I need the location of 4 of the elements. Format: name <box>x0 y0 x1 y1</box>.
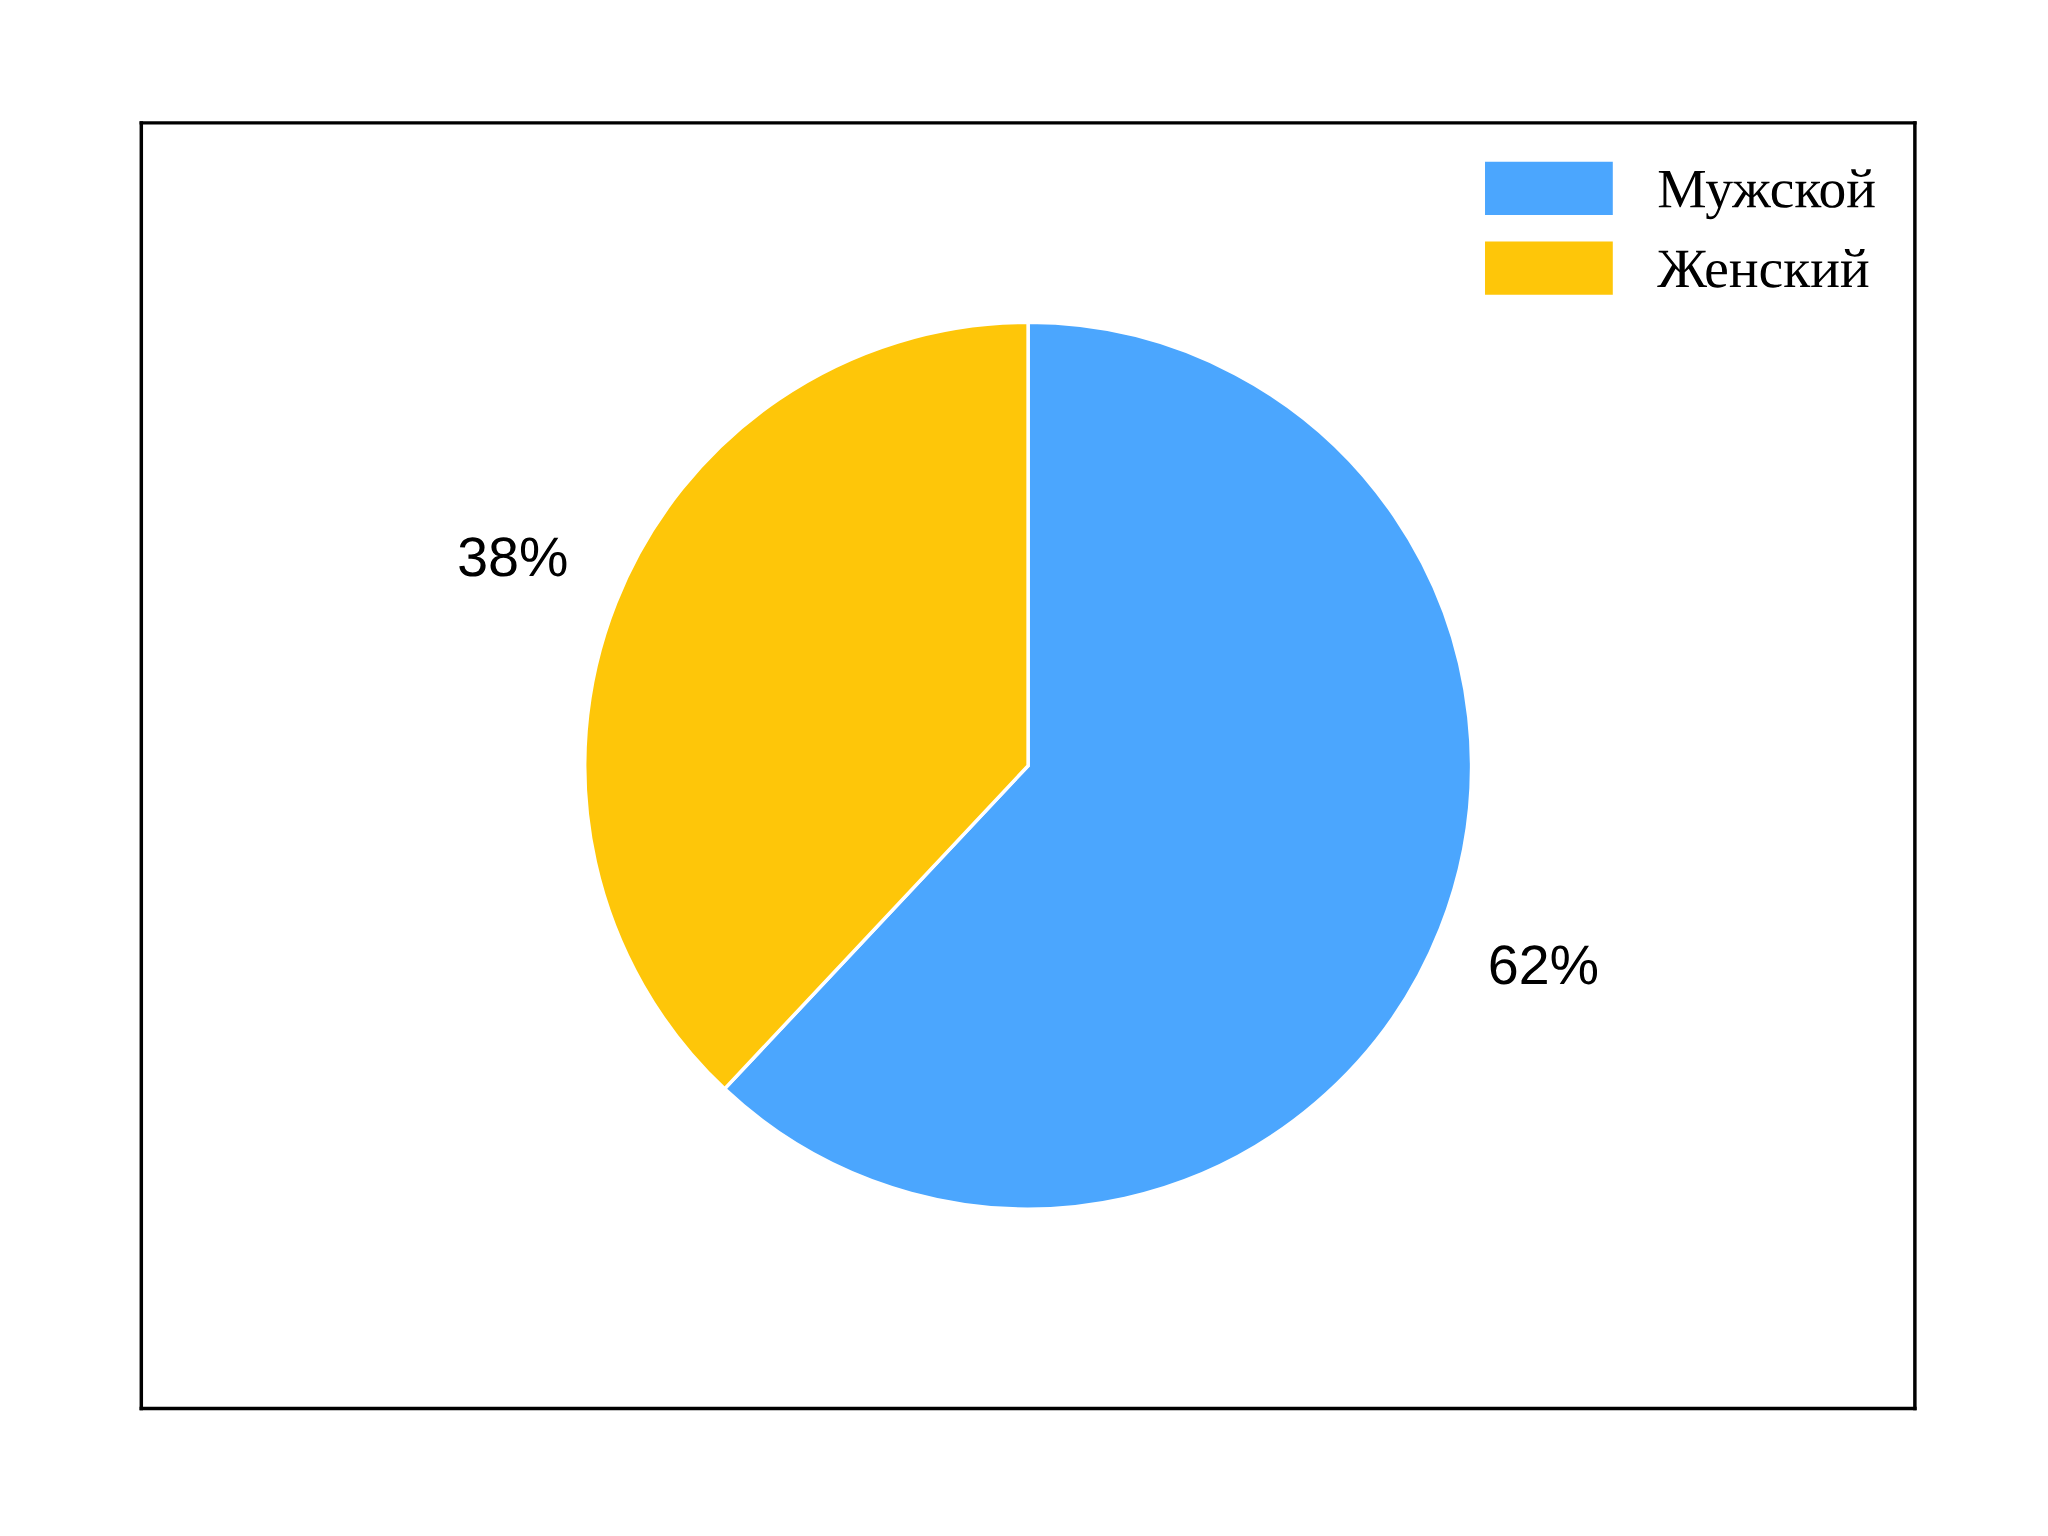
legend-label: Мужской <box>1658 169 1875 220</box>
data-label: 38% <box>459 537 567 577</box>
data-label: 62% <box>1490 945 1598 985</box>
legend-label: Женский <box>1657 249 1869 288</box>
